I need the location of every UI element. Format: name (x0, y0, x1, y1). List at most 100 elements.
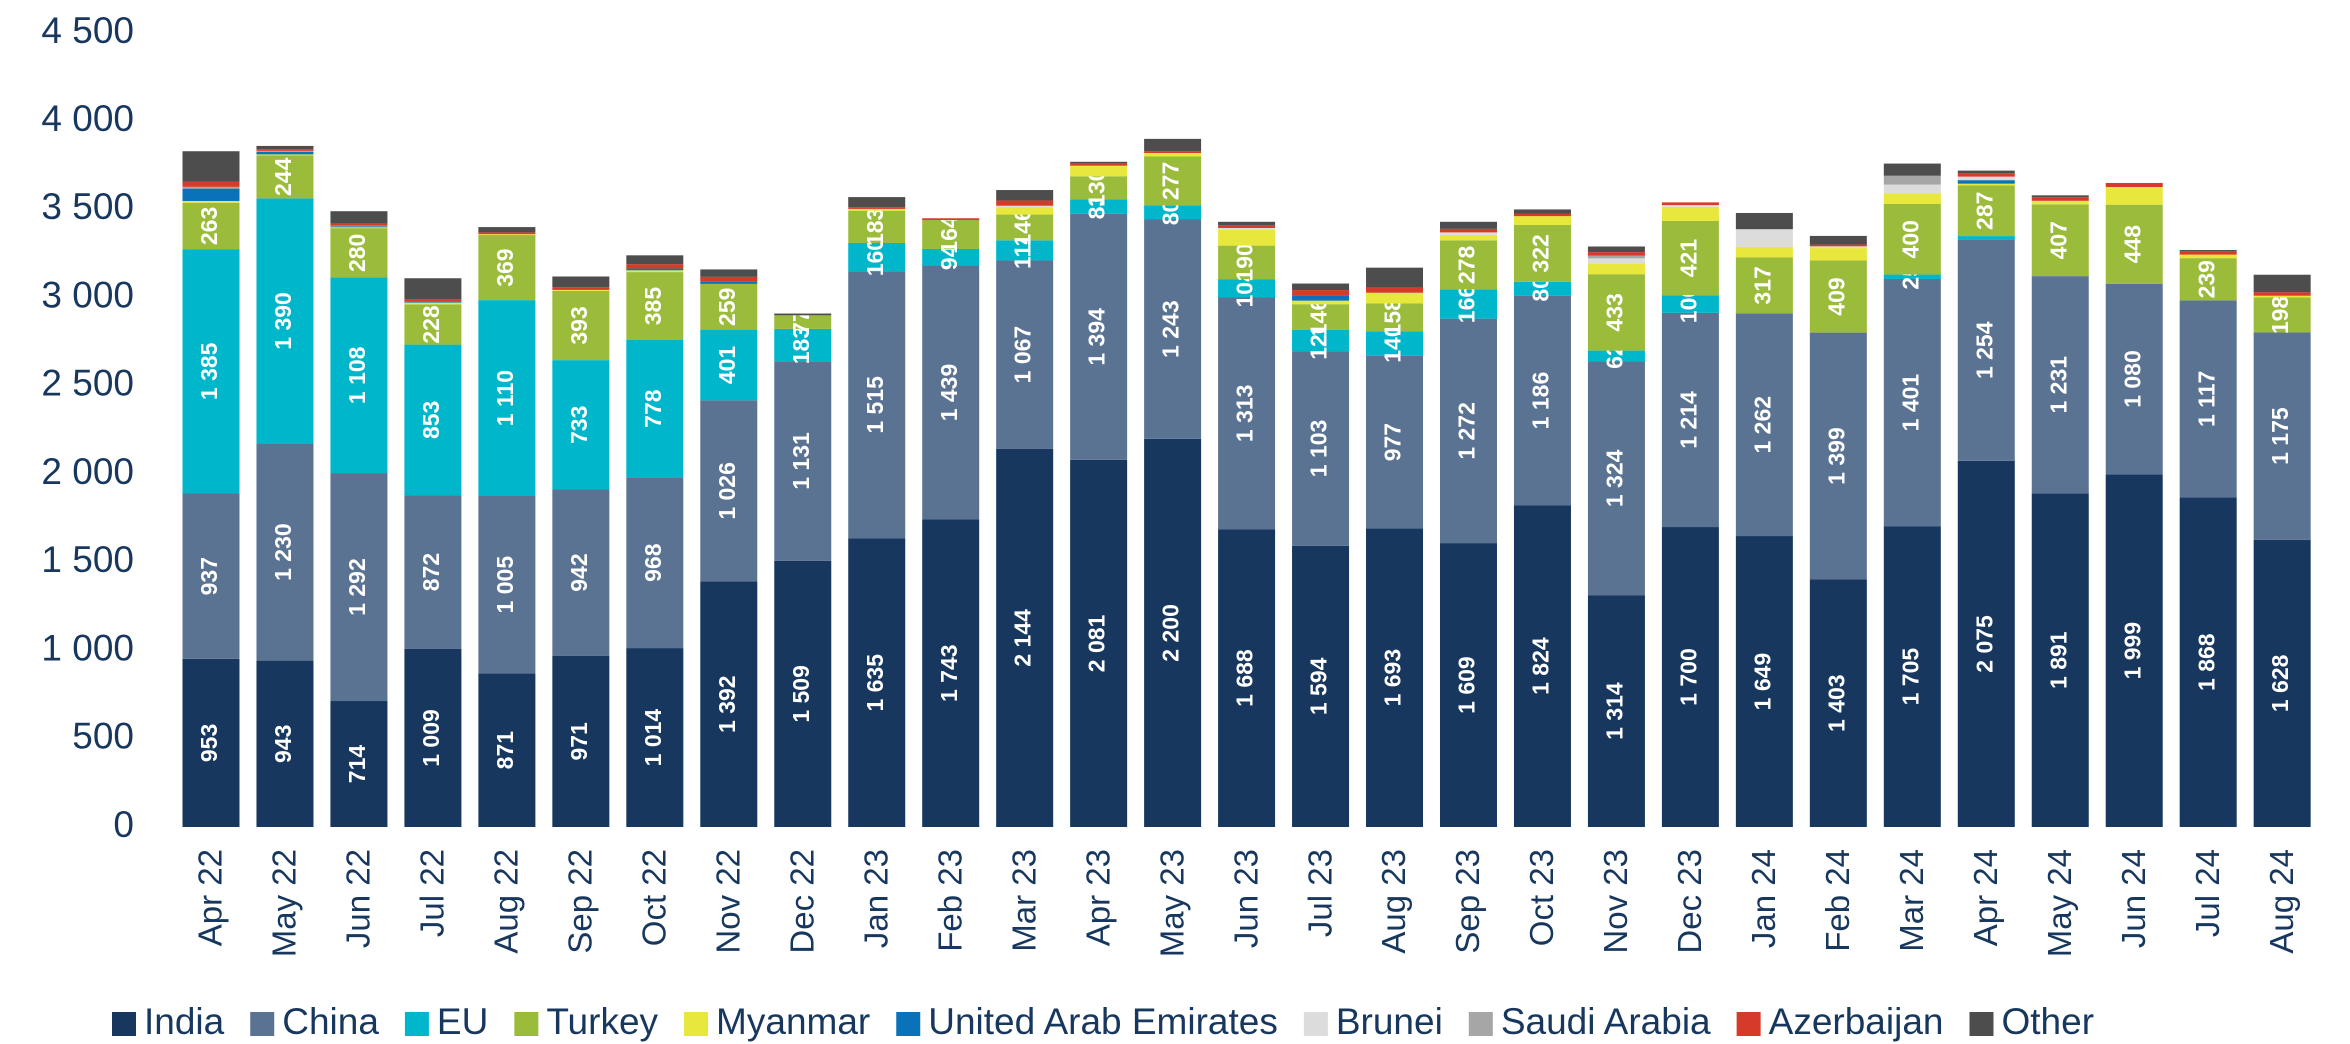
value-label: 1 005 (492, 556, 518, 614)
legend-swatch (250, 1012, 275, 1036)
bar-segment (1957, 185, 2015, 237)
value-label: 1 509 (788, 665, 814, 723)
bar-segment (700, 283, 758, 330)
bar-segment (1809, 260, 1867, 333)
bar-segment (1439, 318, 1497, 544)
bar-segment (1809, 246, 1867, 249)
value-label: 1 392 (714, 675, 740, 733)
bar-segment (2031, 493, 2089, 827)
bar-segment (2105, 283, 2163, 475)
y-tick-label: 3 000 (41, 274, 134, 315)
value-label: 937 (196, 557, 222, 595)
bar-segment (1144, 156, 1202, 206)
bar-segment (1587, 595, 1645, 827)
bar-segment (848, 197, 906, 208)
bar-segment (996, 448, 1054, 827)
bar-segment (1513, 213, 1571, 217)
bar-segment (330, 473, 388, 702)
bar-segment (774, 361, 832, 561)
x-tick-label: Jun 24 (2115, 849, 2152, 948)
y-tick-label: 4 500 (41, 10, 134, 51)
bar-segment (2031, 195, 2089, 198)
bar-segment (1661, 206, 1719, 221)
bar-segment (700, 329, 758, 401)
bar-segment (1957, 239, 2015, 461)
x-tick-label: Apr 23 (1079, 849, 1116, 946)
value-label: 2 200 (1158, 604, 1184, 662)
bar-segment (182, 151, 240, 182)
x-tick-label: Feb 23 (931, 849, 968, 952)
bar-segment (182, 200, 240, 203)
value-label: 1 272 (1454, 402, 1480, 460)
bar-segment (1218, 279, 1276, 298)
bar-segment (182, 188, 240, 201)
x-tick-label: Jul 24 (2189, 849, 2226, 937)
value-label: 1 594 (1306, 657, 1332, 715)
bar-segment (774, 313, 832, 316)
x-tick-label: Jun 22 (340, 849, 377, 948)
value-label: 198 (2267, 296, 2293, 335)
bar-segment (996, 200, 1054, 206)
value-label: 1 891 (2045, 631, 2071, 689)
value-label: 1 014 (640, 709, 666, 767)
bar-segment (478, 232, 536, 235)
bar-segment (1883, 175, 1941, 185)
bar-segment (1587, 350, 1645, 362)
x-tick-label: May 23 (1153, 849, 1190, 957)
bar-segment (996, 260, 1054, 449)
x-tick-label: Nov 23 (1597, 849, 1634, 954)
bar-segment (2253, 292, 2311, 296)
bar-segment (256, 145, 314, 150)
value-label: 1 688 (1232, 649, 1258, 707)
x-tick-label: May 24 (2041, 849, 2078, 957)
value-label: 239 (2193, 260, 2219, 298)
bar-segment (404, 648, 462, 827)
bar-segment (1070, 163, 1128, 166)
value-label: 1 243 (1158, 300, 1184, 358)
value-label: 369 (492, 248, 518, 286)
bar-segment (1292, 351, 1350, 546)
bar-segment (2179, 254, 2237, 259)
bar-segment (2179, 497, 2237, 827)
value-label: 1 700 (1675, 648, 1701, 706)
bar-segment (700, 281, 758, 284)
bar-segment (1809, 248, 1867, 261)
bar-segment (182, 249, 240, 494)
x-tick-label: Jan 23 (857, 849, 894, 948)
value-label: 1 214 (1675, 391, 1701, 449)
y-tick-label: 2 500 (41, 363, 134, 404)
value-label: 244 (270, 157, 296, 196)
bar-segment (330, 226, 388, 228)
y-tick-label: 3 500 (41, 186, 134, 227)
bar-segment (330, 211, 388, 224)
bar-segment (1513, 505, 1571, 827)
value-label: 166 (1454, 285, 1480, 323)
value-label: 1 693 (1380, 649, 1406, 707)
value-label: 1 868 (2193, 633, 2219, 691)
bar-segment (1292, 545, 1350, 827)
bar-segment (2031, 204, 2089, 277)
bar-segment (1883, 274, 1941, 279)
bar-segment (1513, 216, 1571, 225)
bar-segment (478, 234, 536, 236)
x-tick-label: Oct 22 (636, 849, 673, 946)
bar-segment (1809, 579, 1867, 827)
bar-segment (848, 271, 906, 539)
value-label: 1 292 (344, 558, 370, 616)
bar-segment (922, 248, 980, 266)
bar-segment (848, 538, 906, 827)
value-label: 2 075 (1971, 615, 1997, 673)
value-label: 183 (862, 208, 888, 246)
value-label: 1 515 (862, 376, 888, 434)
value-label: 1 254 (1971, 321, 1997, 379)
bar-segment (996, 207, 1054, 215)
value-label: 1 390 (270, 292, 296, 350)
value-label: 977 (1380, 423, 1406, 461)
bar-segment (1587, 263, 1645, 275)
bar-segment (256, 151, 314, 155)
bar-segment (2031, 200, 2089, 205)
x-tick-label: Oct 23 (1523, 849, 1560, 946)
bar-segment (1292, 283, 1350, 291)
bar-segment (404, 302, 462, 305)
value-label: 407 (2045, 221, 2071, 259)
